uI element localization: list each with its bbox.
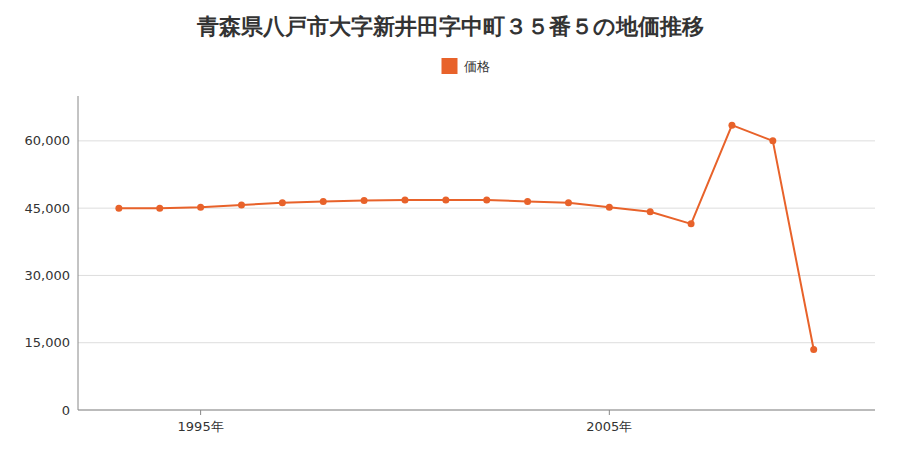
chart: 青森県八戸市大字新井田字中町３５番５の地価推移 0 15,000 30,000 45,0… bbox=[0, 0, 900, 450]
point bbox=[728, 122, 735, 129]
point bbox=[156, 205, 163, 212]
grid-line bbox=[78, 140, 875, 141]
x-tick bbox=[200, 410, 201, 415]
point bbox=[320, 198, 327, 205]
legend: 価格 bbox=[442, 58, 490, 74]
point bbox=[442, 197, 449, 204]
point bbox=[810, 346, 817, 353]
point bbox=[647, 208, 654, 215]
grid bbox=[78, 141, 875, 410]
y-tick-label: 45,000 bbox=[25, 201, 71, 216]
y-tick-label: 60,000 bbox=[25, 133, 71, 148]
point bbox=[606, 204, 613, 211]
y-tick-label: 15,000 bbox=[25, 335, 71, 350]
y-axis-line bbox=[78, 96, 79, 410]
data-layer bbox=[115, 122, 817, 353]
point bbox=[279, 199, 286, 206]
grid-line bbox=[78, 275, 875, 276]
point bbox=[769, 137, 776, 144]
line bbox=[119, 125, 814, 349]
grid-line bbox=[78, 342, 875, 343]
point bbox=[401, 197, 408, 204]
x-tick-label: 1995年 bbox=[178, 419, 224, 434]
legend-label: 価格 bbox=[464, 59, 490, 74]
point bbox=[565, 199, 572, 206]
chart-title: 青森県八戸市大字新井田字中町３５番５の地価推移 bbox=[196, 14, 704, 39]
x-axis-line bbox=[78, 410, 875, 411]
point bbox=[483, 197, 490, 204]
legend-swatch bbox=[442, 58, 458, 74]
x-tick bbox=[609, 410, 610, 415]
point bbox=[115, 205, 122, 212]
y-tick-label: 30,000 bbox=[25, 268, 71, 283]
point bbox=[688, 220, 695, 227]
point bbox=[361, 197, 368, 204]
axes: 0 15,000 30,000 45,000 60,000 1995年 2005年 bbox=[25, 96, 876, 434]
grid-line bbox=[78, 410, 875, 411]
y-tick-label: 0 bbox=[62, 403, 70, 418]
point bbox=[238, 202, 245, 209]
x-tick-label: 2005年 bbox=[586, 419, 632, 434]
point bbox=[197, 204, 204, 211]
point bbox=[524, 198, 531, 205]
